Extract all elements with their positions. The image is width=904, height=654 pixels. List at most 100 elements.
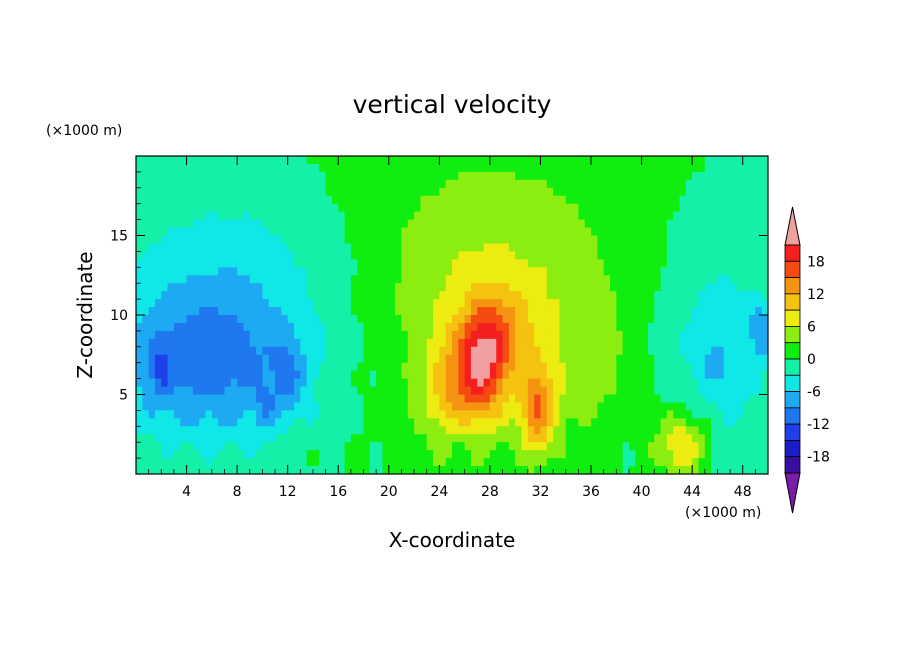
field-cell bbox=[749, 203, 756, 213]
field-cell bbox=[268, 410, 276, 419]
field-cell bbox=[439, 370, 447, 380]
field-cell bbox=[395, 179, 403, 189]
field-cell bbox=[148, 156, 156, 165]
field-cell bbox=[565, 354, 573, 364]
field-cell bbox=[281, 195, 289, 205]
field-cell bbox=[521, 251, 529, 260]
field-cell bbox=[249, 354, 257, 364]
field-cell bbox=[489, 219, 497, 229]
field-cell bbox=[275, 338, 282, 348]
field-cell bbox=[388, 410, 396, 419]
field-cell bbox=[534, 291, 542, 300]
field-cell bbox=[496, 307, 504, 316]
field-cell bbox=[673, 338, 681, 348]
field-cell bbox=[388, 442, 396, 451]
field-cell bbox=[616, 466, 624, 474]
field-cell bbox=[205, 156, 213, 165]
field-cell bbox=[224, 195, 232, 205]
field-cell bbox=[154, 394, 162, 404]
field-cell bbox=[414, 458, 421, 467]
field-cell bbox=[319, 307, 327, 316]
field-cell bbox=[243, 275, 251, 284]
field-cell bbox=[508, 370, 516, 380]
field-cell bbox=[470, 394, 478, 404]
field-cell bbox=[502, 466, 510, 474]
field-cell bbox=[540, 171, 548, 181]
field-cell bbox=[306, 283, 314, 292]
field-cell bbox=[325, 187, 333, 197]
field-cell bbox=[458, 259, 466, 268]
field-cell bbox=[742, 195, 750, 205]
field-cell bbox=[685, 458, 693, 467]
field-cell bbox=[325, 179, 333, 189]
field-cell bbox=[300, 322, 308, 332]
field-cell bbox=[761, 362, 768, 372]
field-cell bbox=[458, 163, 466, 173]
field-cell bbox=[325, 163, 333, 173]
field-cell bbox=[407, 394, 415, 404]
field-cell bbox=[180, 402, 188, 411]
field-cell bbox=[647, 171, 655, 181]
field-cell bbox=[148, 418, 156, 427]
field-cell bbox=[578, 171, 586, 181]
field-cell bbox=[679, 378, 687, 388]
field-cell bbox=[591, 243, 598, 252]
field-cell bbox=[591, 299, 598, 308]
field-cell bbox=[641, 458, 649, 467]
field-cell bbox=[502, 187, 510, 197]
field-cell bbox=[154, 307, 162, 316]
field-cell bbox=[312, 235, 320, 245]
field-cell bbox=[294, 426, 301, 435]
field-cell bbox=[382, 179, 390, 189]
field-cell bbox=[230, 299, 238, 308]
field-cell bbox=[559, 163, 567, 173]
field-cell bbox=[565, 163, 573, 173]
field-cell bbox=[154, 219, 162, 229]
field-cell bbox=[205, 466, 213, 474]
field-cell bbox=[395, 442, 403, 451]
field-cell bbox=[723, 163, 731, 173]
field-cell bbox=[470, 386, 478, 396]
field-cell bbox=[180, 307, 188, 316]
field-cell bbox=[730, 307, 737, 316]
field-cell bbox=[534, 442, 542, 451]
field-cell bbox=[401, 243, 409, 252]
field-cell bbox=[742, 315, 750, 324]
field-cell bbox=[433, 243, 440, 252]
field-cell bbox=[275, 394, 282, 404]
field-cell bbox=[698, 163, 706, 173]
field-cell bbox=[565, 235, 573, 245]
field-cell bbox=[275, 370, 282, 380]
field-cell bbox=[294, 163, 301, 173]
field-cell bbox=[553, 275, 561, 284]
field-cell bbox=[660, 346, 668, 356]
field-cell bbox=[660, 195, 668, 205]
field-cell bbox=[515, 346, 523, 356]
field-cell bbox=[407, 195, 415, 205]
field-cell bbox=[382, 458, 390, 467]
field-cell bbox=[603, 203, 611, 213]
field-cell bbox=[249, 418, 257, 427]
field-cell bbox=[300, 394, 308, 404]
field-cell bbox=[167, 426, 175, 435]
field-cell bbox=[414, 187, 421, 197]
field-cell bbox=[483, 211, 491, 221]
field-cell bbox=[256, 203, 263, 213]
field-cell bbox=[262, 211, 270, 221]
field-cell bbox=[148, 275, 156, 284]
field-cell bbox=[445, 156, 453, 165]
field-cell bbox=[654, 307, 662, 316]
field-cell bbox=[603, 458, 611, 467]
field-cell bbox=[692, 442, 700, 451]
field-cell bbox=[180, 179, 188, 189]
field-cell bbox=[559, 466, 567, 474]
field-cell bbox=[477, 458, 485, 467]
field-cell bbox=[730, 466, 737, 474]
field-cell bbox=[180, 362, 188, 372]
field-cell bbox=[420, 291, 428, 300]
field-cell bbox=[312, 171, 320, 181]
field-cell bbox=[660, 291, 668, 300]
field-cell bbox=[666, 291, 674, 300]
field-cell bbox=[502, 179, 510, 189]
field-cell bbox=[186, 458, 194, 467]
